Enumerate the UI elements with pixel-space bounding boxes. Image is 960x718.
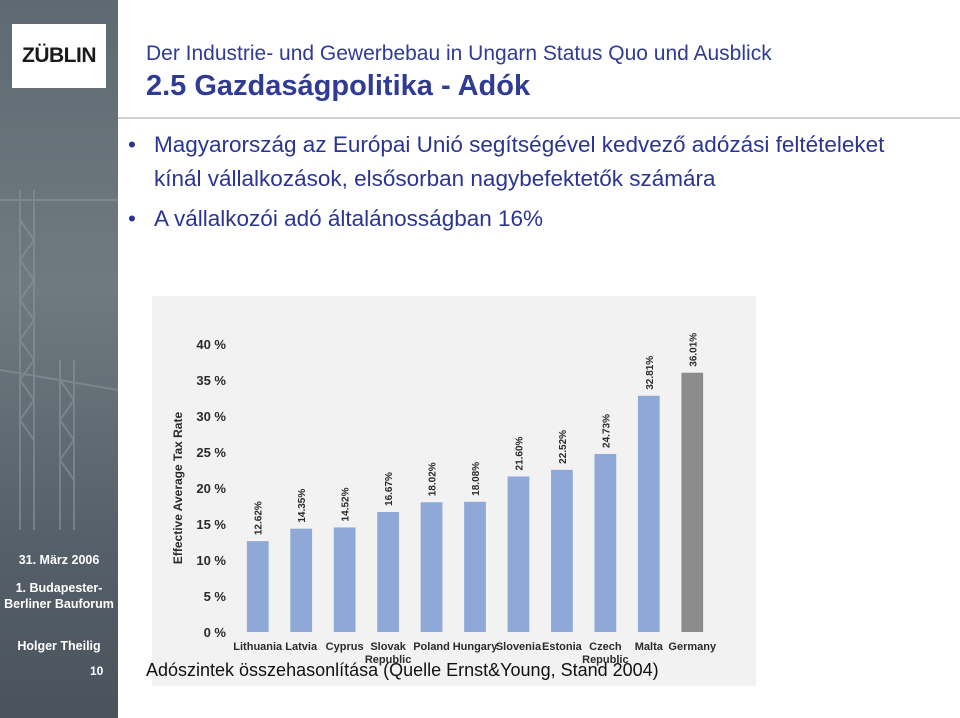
x-tick-label: Republic <box>582 654 628 666</box>
bar-value-label: 18.08% <box>471 462 482 496</box>
crane-silhouette-icon <box>0 190 118 530</box>
bullet-text: Magyarország az Európai Unió segítségéve… <box>154 132 885 191</box>
bar-value-label: 18.02% <box>428 462 439 496</box>
x-tick-label: Republic <box>365 654 411 666</box>
sidebar: ZÜBLIN 31. März 2006 1. Budapester-Berli… <box>0 0 118 718</box>
chart-caption: Adószintek összehasonlítása (Quelle Erns… <box>146 660 659 680</box>
x-tick-label: Cyprus <box>326 641 364 653</box>
y-tick-label: 5 % <box>204 589 227 604</box>
page-number: 10 <box>90 664 104 678</box>
y-tick-label: 25 % <box>196 445 226 460</box>
presentation-date: 31. März 2006 <box>18 553 100 567</box>
title-bar <box>118 24 960 110</box>
y-axis-title: Effective Average Tax Rate <box>171 412 185 565</box>
slide-title: 2.5 Gazdaságpolitika - Adók <box>146 70 531 102</box>
x-tick-label: Estonia <box>542 641 583 653</box>
bar-lithuania <box>246 541 269 632</box>
bar-value-label: 32.81% <box>645 356 656 390</box>
x-tick-label: Czech <box>589 641 622 653</box>
x-tick-label: Poland <box>413 641 450 653</box>
bar-cyprus <box>333 527 356 632</box>
bullet-list: • Magyarország az Európai Unió segítségév… <box>128 128 918 236</box>
bullet-item: • A vállalkozói adó általánosságban 16% <box>128 202 918 236</box>
bar-slovenia <box>507 476 530 632</box>
author-name: Holger Theilig <box>17 639 101 653</box>
bar-value-label: 14.35% <box>297 489 308 523</box>
y-tick-label: 40 % <box>196 337 226 352</box>
bar-value-label: 12.62% <box>254 501 265 535</box>
bar-latvia <box>290 528 313 632</box>
bar-germany <box>681 372 704 632</box>
y-tick-label: 15 % <box>196 517 226 532</box>
x-tick-label: Hungary <box>453 641 499 653</box>
bar-value-label: 14.52% <box>341 487 352 521</box>
y-tick-label: 10 % <box>196 553 226 568</box>
y-tick-label: 0 % <box>204 625 227 640</box>
x-tick-label: Malta <box>635 641 664 653</box>
bar-poland <box>420 502 443 632</box>
y-tick-label: 20 % <box>196 481 226 496</box>
bar-hungary <box>464 501 486 632</box>
bar-value-label: 21.60% <box>514 436 525 470</box>
bar-malta <box>637 395 660 632</box>
bar-estonia <box>551 469 573 632</box>
bullet-dot-icon: • <box>128 132 136 157</box>
bar-value-label: 16.67% <box>384 472 395 506</box>
bullet-dot-icon: • <box>128 206 136 231</box>
bullet-item: • Magyarország az Európai Unió segítségév… <box>128 128 918 196</box>
x-tick-label: Slovenia <box>496 641 542 653</box>
bar-value-label: 22.52% <box>558 430 569 464</box>
logo-text: ZÜBLIN <box>22 44 97 67</box>
x-tick-label: Latvia <box>285 641 318 653</box>
chart-frame: 0 % 5 % 10 % 15 % 20 % 25 % 30 % 35 % 40 % Effect… <box>152 296 756 686</box>
bar-value-label: 36.01% <box>688 333 699 367</box>
tax-rate-chart: 0 % 5 % 10 % 15 % 20 % 25 % 30 % 35 % 40 % Effect… <box>171 333 717 666</box>
x-tick-label: Lithuania <box>233 641 283 653</box>
bar-slovak-republic <box>377 511 399 632</box>
x-tick-label: Slovak <box>370 641 406 653</box>
bullet-text: A vállalkozói adó általánosságban 16% <box>154 206 544 231</box>
bar-value-label: 24.73% <box>601 414 612 448</box>
title-divider <box>118 117 960 119</box>
slide-subtitle: Der Industrie- und Gewerbebau in Ungarn … <box>146 42 772 65</box>
y-tick-label: 35 % <box>196 373 226 388</box>
header-band <box>118 0 960 24</box>
bar-czech-republic <box>594 453 617 632</box>
y-tick-label: 30 % <box>196 409 226 424</box>
logo: ZÜBLIN <box>12 24 106 88</box>
x-tick-label: Germany <box>668 641 717 653</box>
event-name: 1. Budapester-Berliner Bauforum <box>4 581 114 611</box>
